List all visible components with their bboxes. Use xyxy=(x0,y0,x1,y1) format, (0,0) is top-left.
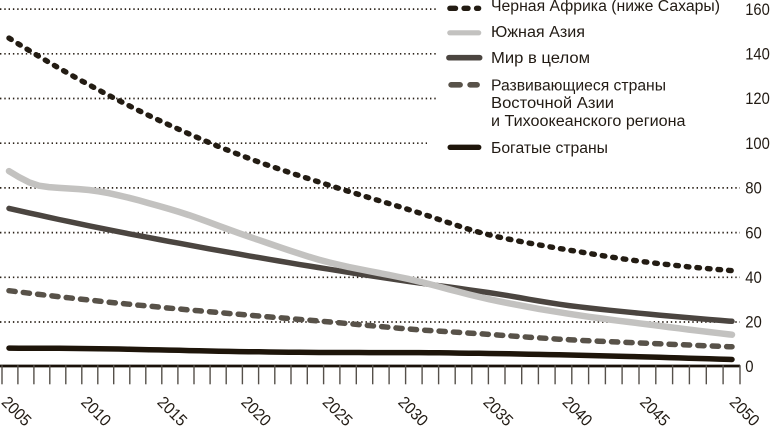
svg-text:140: 140 xyxy=(745,45,770,64)
svg-text:Богатые страны: Богатые страны xyxy=(491,140,608,157)
svg-text:Черная Африка (ниже Сахары): Черная Африка (ниже Сахары) xyxy=(491,0,720,15)
svg-text:Южная Азия: Южная Азия xyxy=(491,24,585,41)
svg-text:Мир в целом: Мир в целом xyxy=(491,50,590,67)
svg-text:80: 80 xyxy=(745,179,762,198)
svg-text:40: 40 xyxy=(745,268,762,287)
svg-text:Восточной Азии: Восточной Азии xyxy=(491,95,614,112)
svg-text:0: 0 xyxy=(745,357,753,376)
svg-text:160: 160 xyxy=(745,0,770,19)
svg-text:и Тихоокеанского региона: и Тихоокеанского региона xyxy=(491,113,686,130)
svg-text:120: 120 xyxy=(745,89,770,108)
svg-text:20: 20 xyxy=(745,313,762,332)
svg-text:100: 100 xyxy=(745,134,770,153)
svg-text:60: 60 xyxy=(745,223,762,242)
svg-text:Развивающиеся страны: Развивающиеся страны xyxy=(491,77,666,94)
